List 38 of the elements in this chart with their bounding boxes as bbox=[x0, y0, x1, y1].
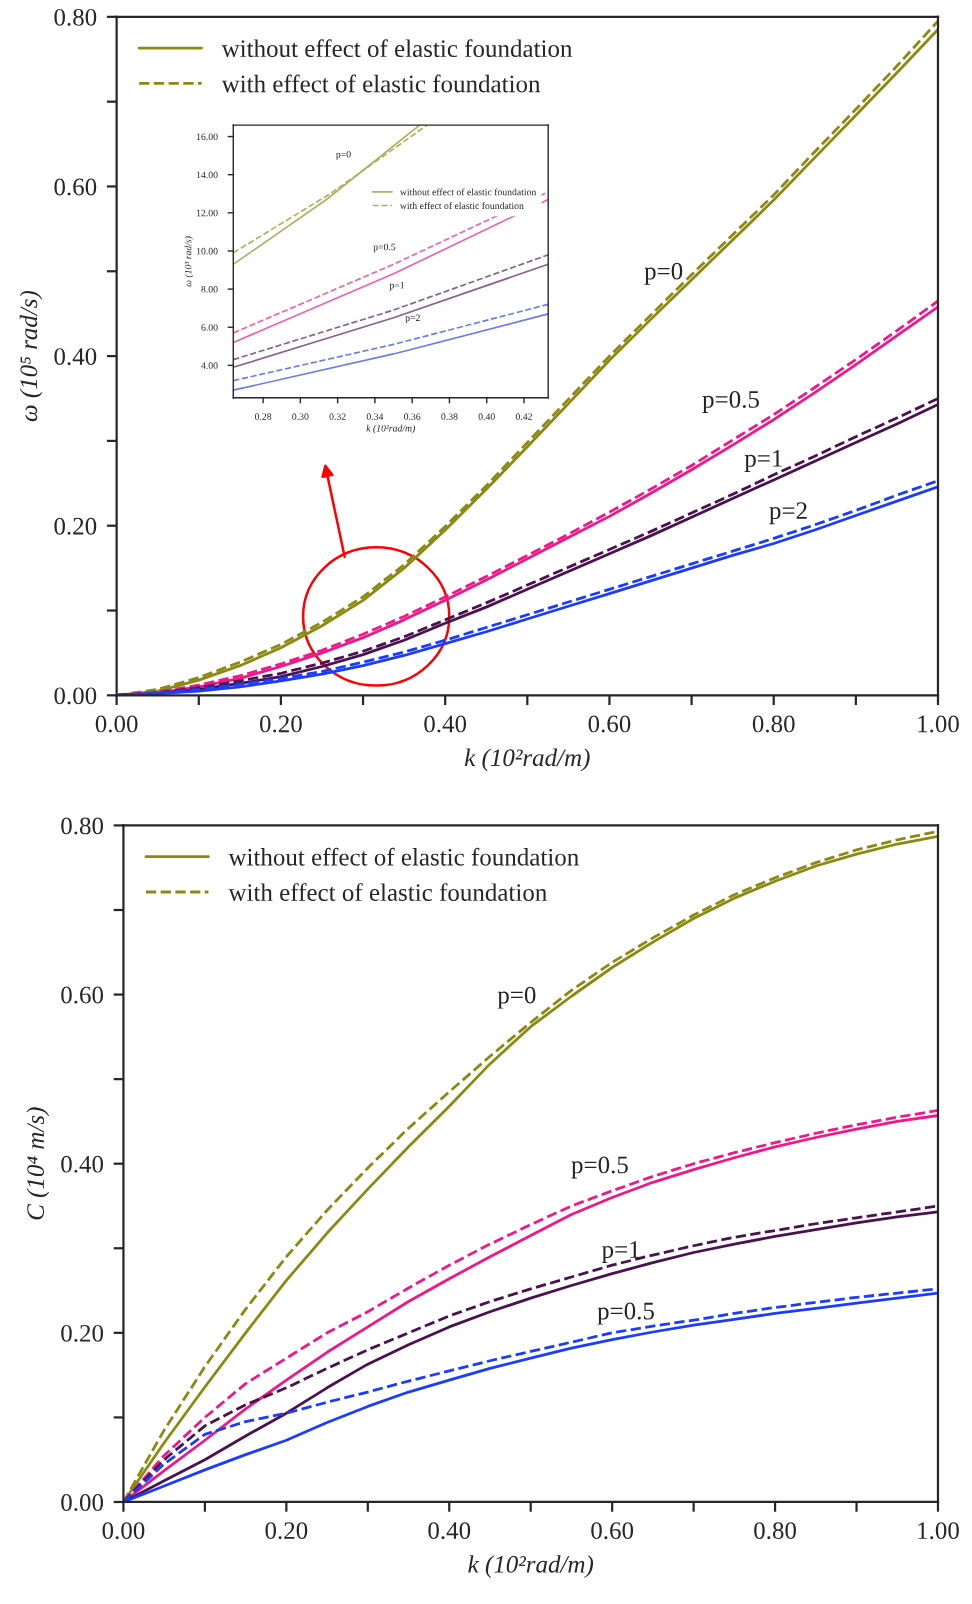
x-tick-label: 0.40 bbox=[424, 715, 467, 733]
y-tick-label: 0.20 bbox=[61, 1324, 104, 1342]
y-axis-title: ω (10⁵ rad/s) bbox=[19, 290, 43, 422]
x-axis-title: k (10²rad/m) bbox=[464, 748, 590, 772]
x-tick-label: 0.80 bbox=[752, 715, 795, 733]
annotation: p=0.5 bbox=[597, 1302, 654, 1325]
x-tick-label: 0.20 bbox=[265, 1522, 308, 1540]
annotation: p=2 bbox=[769, 502, 807, 525]
y-tick-label: 0.80 bbox=[61, 817, 104, 835]
x-tick-label: 0.00 bbox=[95, 715, 138, 733]
x-tick-label: 0.40 bbox=[428, 1522, 471, 1540]
legend-label: with effect of elastic foundation bbox=[221, 74, 541, 93]
annotation: p=0 bbox=[497, 986, 536, 1009]
y-tick-label: 0.60 bbox=[61, 986, 104, 1004]
x-tick-label: 0.20 bbox=[259, 715, 302, 733]
annotation: p=1 bbox=[744, 450, 782, 472]
annotation: p=0.5 bbox=[702, 390, 759, 413]
x-axis-title: k (10²rad/m) bbox=[468, 1555, 594, 1578]
y-tick-label: 0.60 bbox=[54, 178, 97, 196]
x-tick-label: 0.00 bbox=[102, 1522, 145, 1540]
annotation: p=0.5 bbox=[571, 1156, 628, 1179]
y-tick-label: 0.40 bbox=[61, 1155, 104, 1173]
x-tick-label: 1.00 bbox=[918, 1522, 959, 1540]
x-tick-label: 0.60 bbox=[588, 715, 631, 733]
y-tick-label: 0.40 bbox=[54, 348, 97, 366]
annotation: p=1 bbox=[601, 1241, 640, 1263]
y-tick-label: 0.00 bbox=[54, 687, 97, 705]
legend-label: without effect of elastic foundation bbox=[221, 39, 573, 58]
legend-label: without effect of elastic foundation bbox=[228, 847, 579, 866]
y-tick-label: 0.80 bbox=[54, 8, 97, 26]
x-tick-label: 1.00 bbox=[918, 715, 959, 733]
y-axis-title: C (10⁴ m/s) bbox=[26, 1107, 50, 1220]
x-tick-label: 0.60 bbox=[591, 1522, 634, 1540]
annotation: p=0 bbox=[644, 262, 683, 285]
y-tick-label: 0.20 bbox=[54, 517, 97, 535]
x-tick-label: 0.80 bbox=[754, 1522, 796, 1540]
legend-label: with effect of elastic foundation bbox=[228, 883, 547, 901]
y-tick-label: 0.00 bbox=[61, 1494, 104, 1512]
